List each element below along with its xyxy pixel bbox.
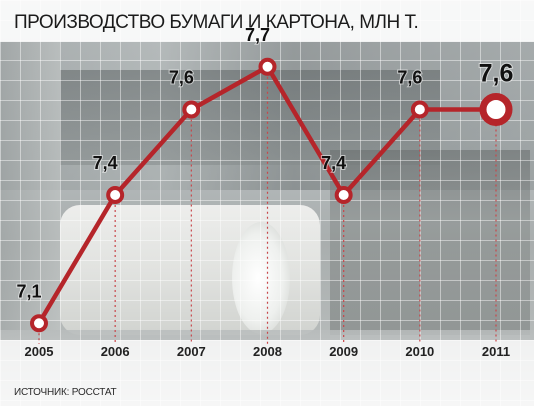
data-point [334,186,353,204]
x-tick-label: 2008 [253,344,282,359]
background-beam [0,40,60,340]
chart-title: ПРОИЗВОДСТВО БУМАГИ И КАРТОНА, МЛН Т. [14,12,419,33]
background-paper-roll-end [232,222,290,334]
background-machine [60,70,440,165]
data-label: 7,4 [321,153,346,173]
data-label: 7,6 [479,60,514,88]
data-point [258,57,277,76]
background-equipment [330,150,530,335]
data-label: 7,1 [16,281,41,301]
x-tick-label: 2007 [177,344,206,359]
title-bar: ПРОИЗВОДСТВО БУМАГИ И КАРТОНА, МЛН Т. [0,0,534,42]
data-label: 7,4 [93,153,118,173]
data-point [106,186,125,204]
data-point-highlight [479,93,513,126]
x-tick-label: 2009 [329,344,358,359]
data-point [30,314,48,333]
source-note: ИСТОЧНИК: РОССТАТ [14,387,117,398]
axis-band [0,340,534,406]
data-point [182,100,201,119]
data-label: 7,6 [169,68,194,88]
data-label: 7,7 [245,25,270,45]
x-tick-label: 2006 [101,344,130,359]
data-point [410,100,429,119]
x-tick-label: 2011 [482,344,510,359]
data-label: 7,6 [397,68,422,88]
x-tick-label: 2010 [405,344,434,359]
x-tick-label: 2005 [25,344,54,359]
